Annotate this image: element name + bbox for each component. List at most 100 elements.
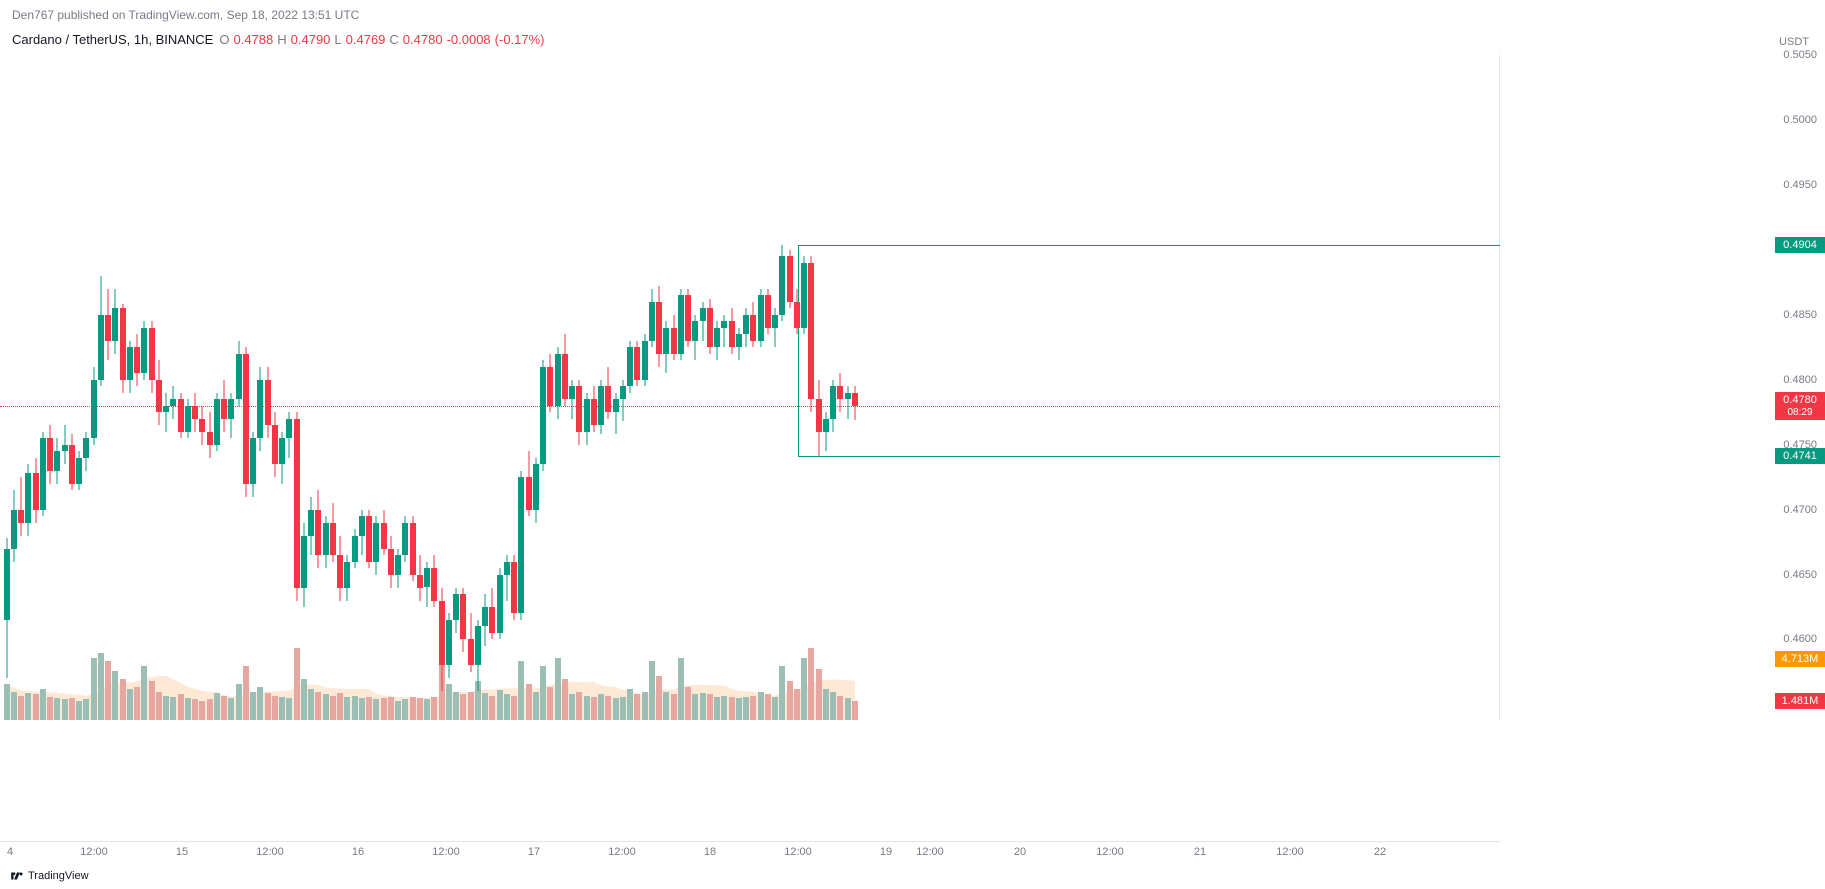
- support-line[interactable]: [798, 456, 1500, 457]
- candle: [301, 523, 307, 607]
- volume-bar: [460, 694, 466, 720]
- volume-bar: [794, 689, 800, 720]
- candle: [707, 299, 713, 354]
- volume-bar: [91, 658, 97, 720]
- candle: [700, 302, 706, 341]
- candle: [460, 588, 466, 653]
- candle: [388, 536, 394, 588]
- resistance-line[interactable]: [798, 245, 1500, 246]
- x-tick-label: 12:00: [80, 846, 108, 858]
- ohlc-change: -0.0008: [447, 32, 491, 47]
- candle: [823, 412, 829, 451]
- ohlc-h: 0.4790: [291, 32, 331, 47]
- candle: [272, 412, 278, 477]
- candle: [424, 562, 430, 607]
- ohlc-l: 0.4769: [346, 32, 386, 47]
- volume-bar: [808, 648, 814, 720]
- volume-bar: [750, 696, 756, 720]
- volume-bar: [729, 697, 735, 720]
- volume-bar: [518, 661, 524, 720]
- y-axis: 0.46000.46500.47000.47500.48000.48500.49…: [1765, 55, 1825, 720]
- candle: [714, 321, 720, 360]
- volume-last-badge: 1.481M: [1775, 693, 1825, 709]
- ohlc-o: 0.4788: [233, 32, 273, 47]
- candle: [533, 458, 539, 523]
- candle: [163, 393, 169, 432]
- candle: [816, 380, 822, 457]
- volume-bar: [83, 699, 89, 720]
- volume-bar: [279, 697, 285, 720]
- ohlc-h-label: H: [277, 32, 286, 47]
- volume-bar: [301, 679, 307, 720]
- volume-bar: [736, 698, 742, 720]
- candle: [112, 289, 118, 354]
- candle: [199, 406, 205, 445]
- volume-bar: [584, 696, 590, 720]
- candle: [504, 555, 510, 600]
- chart-area[interactable]: [0, 55, 1500, 720]
- volume-bar: [207, 699, 213, 720]
- volume-bar: [366, 697, 372, 720]
- candle: [214, 393, 220, 451]
- x-tick-label: 4: [7, 846, 13, 858]
- candle: [765, 289, 771, 334]
- candle: [417, 555, 423, 600]
- volume-bar: [787, 681, 793, 720]
- candle: [207, 412, 213, 457]
- candle: [547, 354, 553, 412]
- volume-bar: [772, 697, 778, 720]
- price-badge: 0.478008:29: [1775, 392, 1825, 420]
- candle: [98, 276, 104, 386]
- volume-bar: [562, 679, 568, 720]
- candle: [482, 594, 488, 646]
- candle: [562, 334, 568, 405]
- x-tick-label: 21: [1194, 846, 1206, 858]
- ticker-row: Cardano / TetherUS, 1h, BINANCE O0.4788 …: [12, 32, 545, 47]
- candle: [518, 471, 524, 620]
- volume-bar: [642, 692, 648, 720]
- volume-bar: [410, 697, 416, 720]
- volume-bar: [656, 676, 662, 720]
- candle: [337, 536, 343, 601]
- candle: [250, 432, 256, 497]
- candle: [402, 516, 408, 561]
- candle: [692, 315, 698, 360]
- volume-ma-badge: 4.713M: [1775, 651, 1825, 667]
- volume-bar: [243, 666, 249, 720]
- volume-bar: [149, 681, 155, 720]
- volume-bar: [431, 697, 437, 720]
- volume-bar: [489, 696, 495, 720]
- candle: [221, 380, 227, 432]
- candle: [772, 308, 778, 347]
- x-tick-label: 12:00: [432, 846, 460, 858]
- x-tick-label: 12:00: [1276, 846, 1304, 858]
- volume-bar: [627, 689, 633, 720]
- volume-bar: [663, 692, 669, 720]
- candle: [69, 434, 75, 490]
- volume-bar: [685, 687, 691, 720]
- volume-bar: [286, 698, 292, 720]
- candle: [511, 555, 517, 620]
- volume-bar: [33, 694, 39, 720]
- volume-bar: [837, 696, 843, 720]
- volume-bar: [120, 679, 126, 720]
- candle: [627, 341, 633, 393]
- candle: [801, 256, 807, 334]
- candle: [613, 393, 619, 435]
- x-tick-label: 18: [704, 846, 716, 858]
- candle: [120, 304, 126, 392]
- volume-bar: [852, 701, 858, 720]
- candle: [395, 549, 401, 588]
- volume-bar: [178, 694, 184, 720]
- candle: [410, 516, 416, 581]
- volume-bar: [634, 694, 640, 720]
- volume-bar: [47, 697, 53, 720]
- volume-bar: [402, 699, 408, 720]
- volume-bar: [417, 698, 423, 720]
- candle: [83, 432, 89, 471]
- candle: [779, 245, 785, 322]
- candle: [721, 315, 727, 347]
- candle: [47, 425, 53, 483]
- candle: [489, 588, 495, 640]
- candle: [127, 341, 133, 393]
